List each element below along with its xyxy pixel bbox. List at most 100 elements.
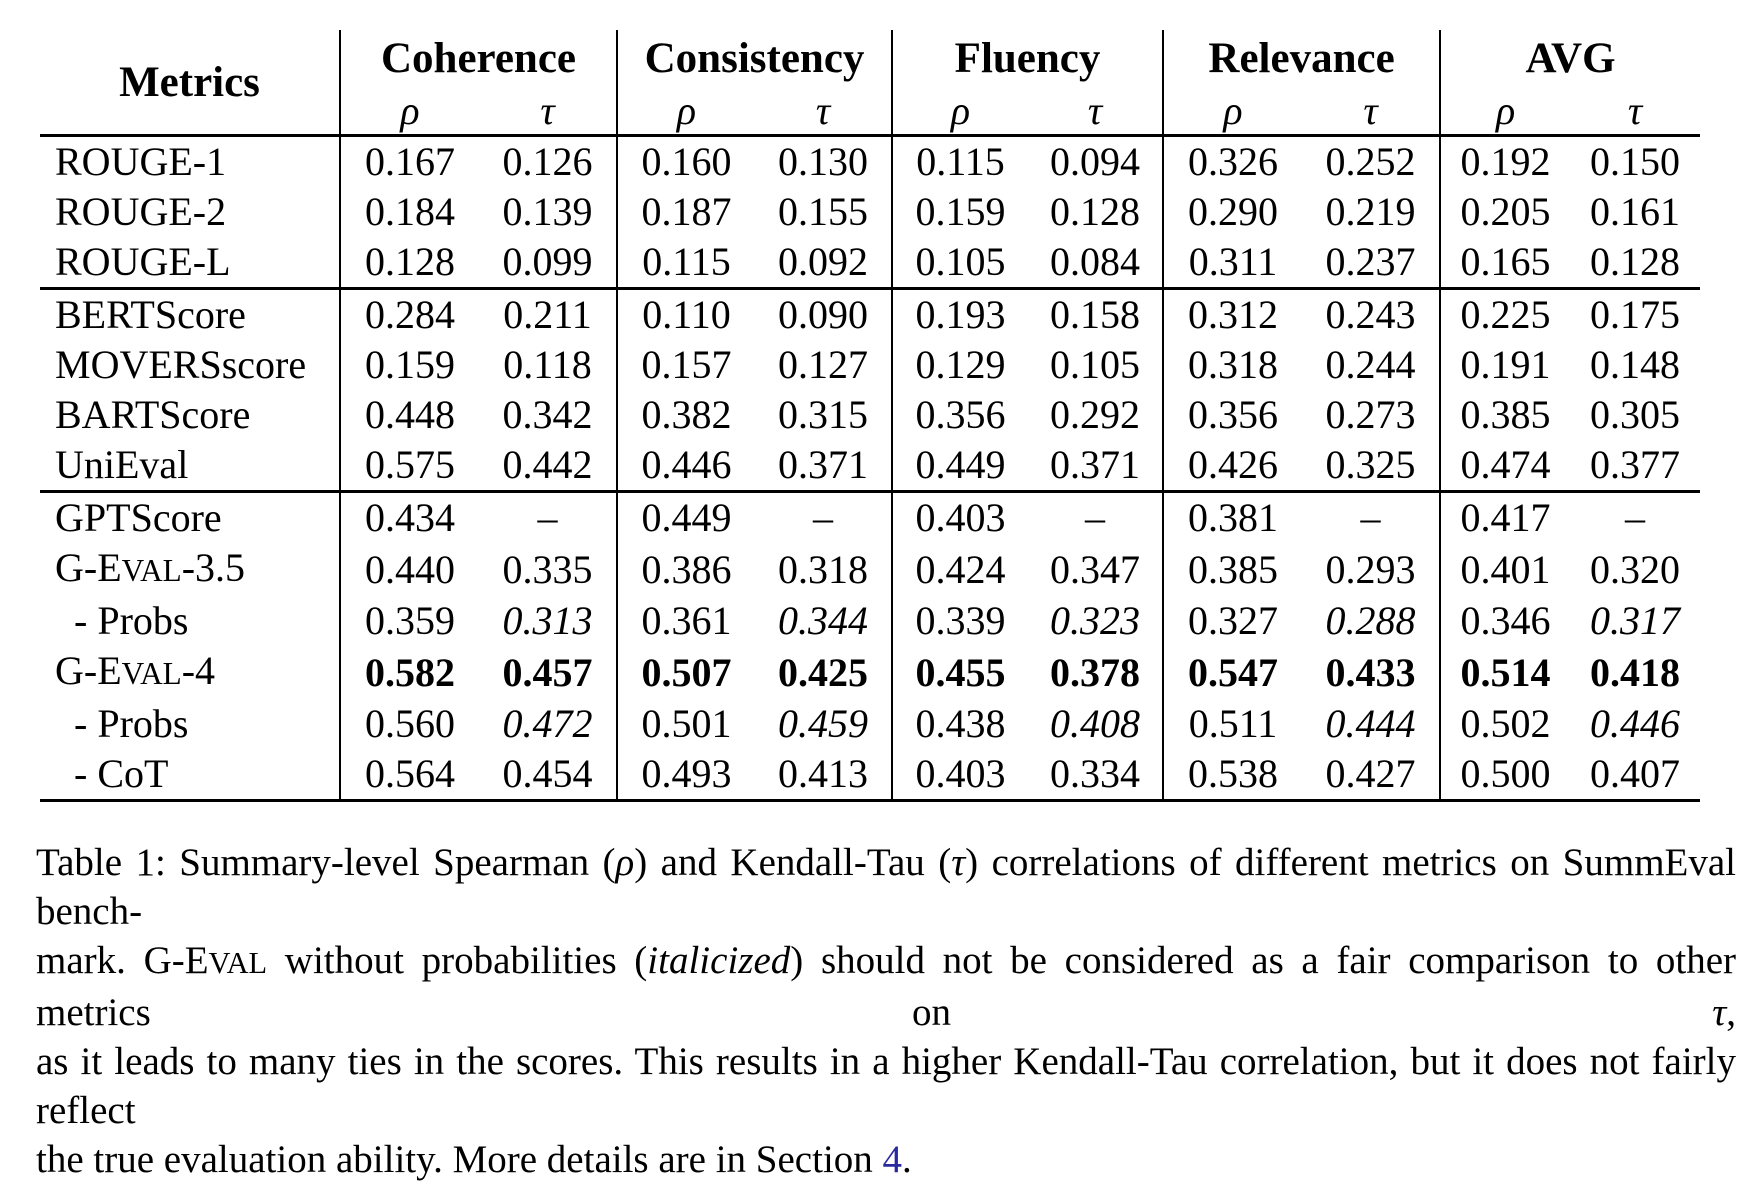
text-segment: -3.5 (181, 545, 246, 590)
tau-value-cell: 0.139 (502, 189, 593, 234)
tau-value-cell: 0.099 (502, 239, 593, 284)
text-segment: italicized (647, 939, 791, 982)
tau-value-cell: 0.090 (755, 287, 893, 340)
rho-value-cell: 0.192 (1439, 135, 1571, 187)
metrics-column-header: Metrics (40, 30, 340, 137)
tau-value-cell: 0.446 (1590, 701, 1681, 746)
text-segment: BERTScore (55, 292, 246, 337)
rho-value-cell: 0.582 (339, 646, 479, 699)
rho-value-cell: 0.417 (1439, 490, 1571, 543)
rho-value-cell: 0.167 (339, 135, 479, 187)
group-header-row: Metrics Coherence Consistency Fluency Re… (40, 30, 1701, 137)
rho-value-cell: 0.318 (1162, 340, 1303, 390)
rho-header: ρ (1439, 88, 1571, 137)
rho-value-cell: 0.449 (616, 490, 756, 543)
text-segment: VAL (121, 656, 182, 691)
text-segment: -4 (181, 648, 216, 693)
tau-value-cell: 0.155 (778, 189, 869, 234)
rho-value-cell: 0.225 (1439, 287, 1571, 340)
metric-name-cell: ROUGE-2 (40, 187, 340, 237)
text-segment: the true evaluation ability. More detail… (36, 1138, 883, 1181)
metric-name-cell: BERTScore (40, 287, 340, 340)
tau-value-cell: 0.378 (1050, 649, 1141, 695)
rho-value-cell: 0.205 (1439, 187, 1571, 237)
tau-value-cell: 0.418 (1590, 649, 1681, 695)
tau-value-cell: 0.457 (502, 649, 593, 695)
metric-name-cell: - CoT (40, 749, 340, 802)
rho-header: ρ (1162, 88, 1303, 137)
rho-value-cell: 0.191 (1439, 340, 1571, 390)
rho-value-cell: 0.403 (891, 749, 1029, 802)
tau-value-cell: 0.243 (1302, 287, 1441, 340)
rho-value-cell: 0.564 (339, 749, 479, 802)
table-row: GPTScore 0.434–0.449–0.403–0.381–0.417– (40, 490, 1701, 543)
tau-value-cell: 0.427 (1302, 749, 1441, 802)
caption-line: the true evaluation ability. More detail… (36, 1135, 1736, 1184)
rho-value-cell: 0.575 (339, 440, 479, 492)
text-segment: G-E (55, 648, 122, 693)
group-header-avg: AVG (1439, 30, 1701, 88)
text-segment: , (1726, 991, 1736, 1034)
tau-value-cell: 0.211 (479, 287, 618, 340)
text-segment: τ (1712, 991, 1727, 1034)
rho-value-cell: 0.356 (891, 390, 1029, 440)
rho-value-cell: 0.160 (616, 135, 756, 187)
rho-value-cell: 0.359 (339, 596, 479, 646)
tau-value-cell: 0.092 (778, 239, 869, 284)
rho-value-cell: 0.448 (339, 390, 479, 440)
tau-header: τ (1570, 88, 1701, 137)
rho-value-cell: 0.474 (1439, 440, 1571, 492)
table-row: UniEval 0.575 0.442 0.446 0.371 0.449 0.371 0.4… (40, 440, 1700, 492)
rho-value-cell: 0.385 (1162, 543, 1303, 596)
tau-value-cell: 0.118 (503, 342, 592, 387)
rho-value-cell: 0.184 (339, 187, 479, 237)
text-segment: GPTScore (55, 495, 222, 540)
metric-name-cell: MOVERSscore (40, 340, 340, 390)
metric-name-cell: G-EVAL-3.5 (40, 543, 340, 596)
rho-value-cell: 0.327 (1162, 596, 1303, 646)
text-segment: VAL (121, 553, 182, 588)
text-segment: VAL (208, 946, 268, 980)
tau-value-cell: – (755, 490, 893, 543)
rho-value-cell: 0.493 (616, 749, 756, 802)
caption-line: Table 1: Summary-level Spearman (ρ) and … (36, 838, 1736, 936)
rho-value-cell: 0.115 (616, 237, 756, 289)
table-row: ROUGE-2 0.184 0.139 0.187 0.155 0.159 0.128 0.2… (40, 187, 1700, 237)
section-4-link[interactable]: 4 (882, 1138, 903, 1181)
table-row: - CoT 0.564 0.454 0.493 0.413 0.403 0.334 0.538… (40, 749, 1701, 802)
rho-value-cell: 0.187 (616, 187, 756, 237)
text-segment: ROUGE-L (55, 239, 231, 284)
tau-value-cell: 0.148 (1590, 342, 1681, 387)
rho-header: ρ (616, 88, 756, 137)
text-segment: ROUGE-1 (55, 139, 227, 184)
tau-value-cell: 0.313 (502, 598, 593, 643)
rho-value-cell: 0.381 (1162, 490, 1303, 543)
caption-line: mark. G-EVAL without probabilities (ital… (36, 936, 1736, 1037)
tau-value-cell: 0.158 (1028, 287, 1164, 340)
tau-value-cell: 0.127 (778, 342, 869, 387)
rho-value-cell: 0.501 (616, 699, 756, 749)
text-segment: - Probs (74, 598, 189, 643)
rho-value-cell: 0.105 (891, 237, 1029, 289)
rho-value-cell: 0.346 (1439, 596, 1571, 646)
tau-value-cell: 0.317 (1590, 598, 1681, 643)
rho-value-cell: 0.157 (616, 340, 756, 390)
rho-header: ρ (891, 88, 1029, 137)
tau-value-cell: 0.084 (1050, 239, 1141, 284)
rho-value-cell: 0.560 (339, 699, 479, 749)
tau-value-cell: 0.323 (1050, 598, 1141, 643)
tau-value-cell: 0.219 (1325, 189, 1416, 234)
tau-value-cell: 0.292 (1050, 392, 1141, 437)
rho-value-cell: 0.129 (891, 340, 1029, 390)
tau-value-cell: 0.407 (1570, 749, 1701, 802)
rho-value-cell: 0.115 (891, 135, 1029, 187)
tau-value-cell: 0.371 (778, 442, 869, 487)
table-row: G-EVAL-3.5 0.440 0.335 0.386 0.318 0.424 0.347… (40, 543, 1700, 596)
rho-value-cell: 0.507 (616, 646, 756, 699)
rho-value-cell: 0.326 (1162, 135, 1303, 187)
rho-value-cell: 0.434 (339, 490, 479, 543)
text-segment: without probabilities ( (267, 939, 648, 982)
tau-value-cell: 0.126 (502, 139, 593, 184)
rho-value-cell: 0.385 (1439, 390, 1571, 440)
text-segment: ρ (615, 841, 635, 884)
